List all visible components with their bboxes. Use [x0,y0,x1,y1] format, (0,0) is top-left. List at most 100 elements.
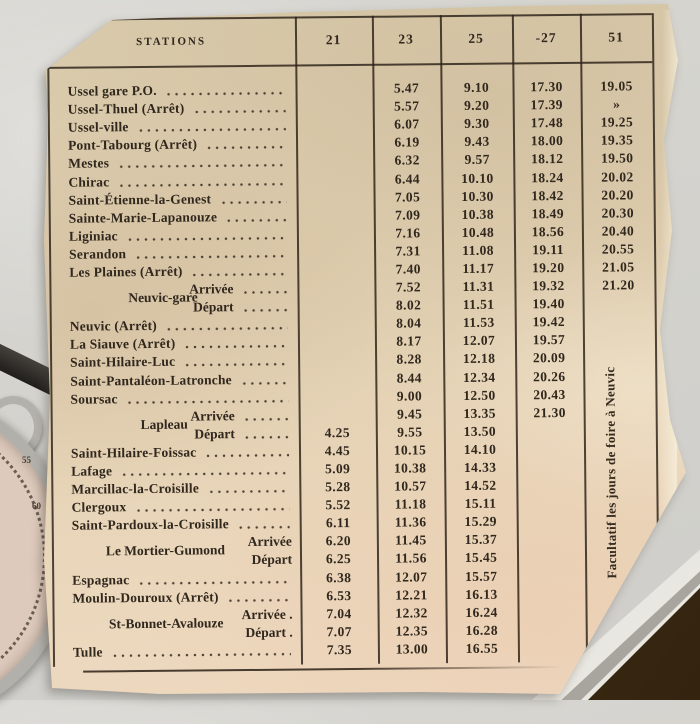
time-cell: 10.30 [461,188,494,204]
time-cell [297,252,374,253]
time-cell: 11.45 [394,532,427,549]
time-cell [516,449,584,450]
time-cell [585,593,657,594]
train-column-header: 21 [325,32,342,48]
time-cell: 9.45 [396,406,423,422]
time-cell [296,89,373,90]
time-cell: 18.24 [531,169,564,185]
side-note-vertical: Facultatif les jours de foire à Neuvic [602,366,620,579]
time-cell: 7.07 [326,623,352,640]
station-cell: Ussel-Thuel (Arrêt) [48,100,296,118]
time-cell: 8.28 [396,351,422,368]
station-name: Ussel-Thuel (Arrêt) [67,100,185,117]
station-cell: Saint-Pantaléon-Latronche [50,371,298,389]
time-cell [516,467,584,468]
time-cell: 11.51 [462,296,495,313]
time-cell: 14.52 [464,477,497,494]
time-cell: 17.48 [530,115,564,131]
station-cell: Ussel gare P.O. [47,82,295,100]
leader-dots [242,434,289,440]
leader-dots [164,325,288,333]
station-name: Saint-Pantaléon-Latronche [70,371,232,389]
leader-dots [206,488,290,495]
time-cell: 19.35 [600,132,634,148]
leader-dots [125,398,289,405]
time-cell [299,415,376,416]
station-cell: Espagnac [52,570,300,588]
time-cell: 20.40 [601,223,635,239]
time-cell: 12.32 [395,605,428,621]
leader-dots [183,343,289,350]
leader-dots [120,470,290,478]
time-cell [518,630,586,631]
time-cell [517,593,585,594]
time-cell [297,216,374,217]
time-cell: 19.50 [600,150,634,167]
time-cell: 6.53 [326,587,352,603]
time-cell: 11.31 [462,278,495,295]
leader-dots [183,362,289,369]
time-cell: 10.48 [461,224,495,240]
station-cell: Saint-Étienne-la-Genest [49,190,297,208]
station-name: Serandon [69,246,127,262]
time-cell: 20.02 [601,168,634,185]
station-cell: Saint-Pardoux-la-Croisille [52,516,300,534]
time-cell: 20.30 [601,205,634,221]
station-name: La Siauve (Arrêt) [69,336,176,353]
time-cell: 5.47 [393,80,420,96]
sub-label: Départ [194,425,235,442]
leader-dots [110,651,291,659]
station-cell: Départ [50,299,298,317]
sub-label: Départ [251,552,293,568]
train-column-header: 51 [608,29,624,45]
station-name: Ussel gare P.O. [67,82,157,99]
time-cell: 12.34 [463,369,496,385]
time-cell: 6.20 [325,533,352,549]
time-cell: 19.25 [600,114,634,130]
time-cell: 9.57 [464,152,490,168]
time-cell [516,431,584,432]
time-cell: 6.25 [325,551,352,567]
station-cell: Départ . [53,624,301,642]
sub-label: Départ . [245,624,293,640]
time-cell: 15.57 [464,568,498,584]
station-cell: Le Mortier-Gumond Arrivée [52,534,300,559]
time-cell [296,125,373,126]
time-cell [516,485,584,486]
time-cell: 5.57 [394,98,420,114]
stations-column-header: STATIONS [135,35,207,49]
station-name: Pont-Tabourg (Arrêt) [67,136,198,154]
station-cell: Pont-Tabourg (Arrêt) [48,136,296,154]
station-cell: Départ [51,425,299,443]
time-cell: 12.50 [463,387,496,403]
time-cell: 9.10 [463,79,490,95]
train-column-header: -27 [535,30,557,46]
time-cell: 10.38 [393,460,427,476]
leader-dots [239,380,289,386]
station-cell: Neuvic (Arrêt) [50,317,298,335]
time-cell: 16.28 [465,622,498,638]
time-cell [583,303,655,304]
time-cell [298,342,375,343]
time-cell: 9.00 [396,387,423,404]
time-cell: 11.56 [395,550,427,567]
time-cell: 20.20 [601,186,634,203]
leader-dots [204,452,290,459]
table-header-row: STATIONS 21 23 25 -27 51 [47,13,654,67]
timetable: STATIONS 21 23 25 -27 51 Ussel gare P.O.… [46,13,660,679]
watch-dial-number: 60 [32,501,41,511]
time-cell: 7.16 [395,225,421,241]
time-cell: 18.56 [531,223,565,240]
leader-dots [219,199,287,205]
time-cell: 12.07 [394,568,428,585]
station-cell: Départ [52,552,300,570]
time-cell [518,612,586,613]
time-cell: 18.00 [530,133,564,149]
station-name: Moulin-Douroux (Arrêt) [72,588,219,606]
leader-dots [241,307,288,314]
time-cell: 17.39 [530,97,563,113]
timetable-paper: STATIONS 21 23 25 -27 51 Ussel gare P.O.… [38,0,690,700]
time-cell: 15.45 [464,550,498,566]
time-cell: 9.43 [464,134,490,150]
leader-dots [192,108,286,115]
